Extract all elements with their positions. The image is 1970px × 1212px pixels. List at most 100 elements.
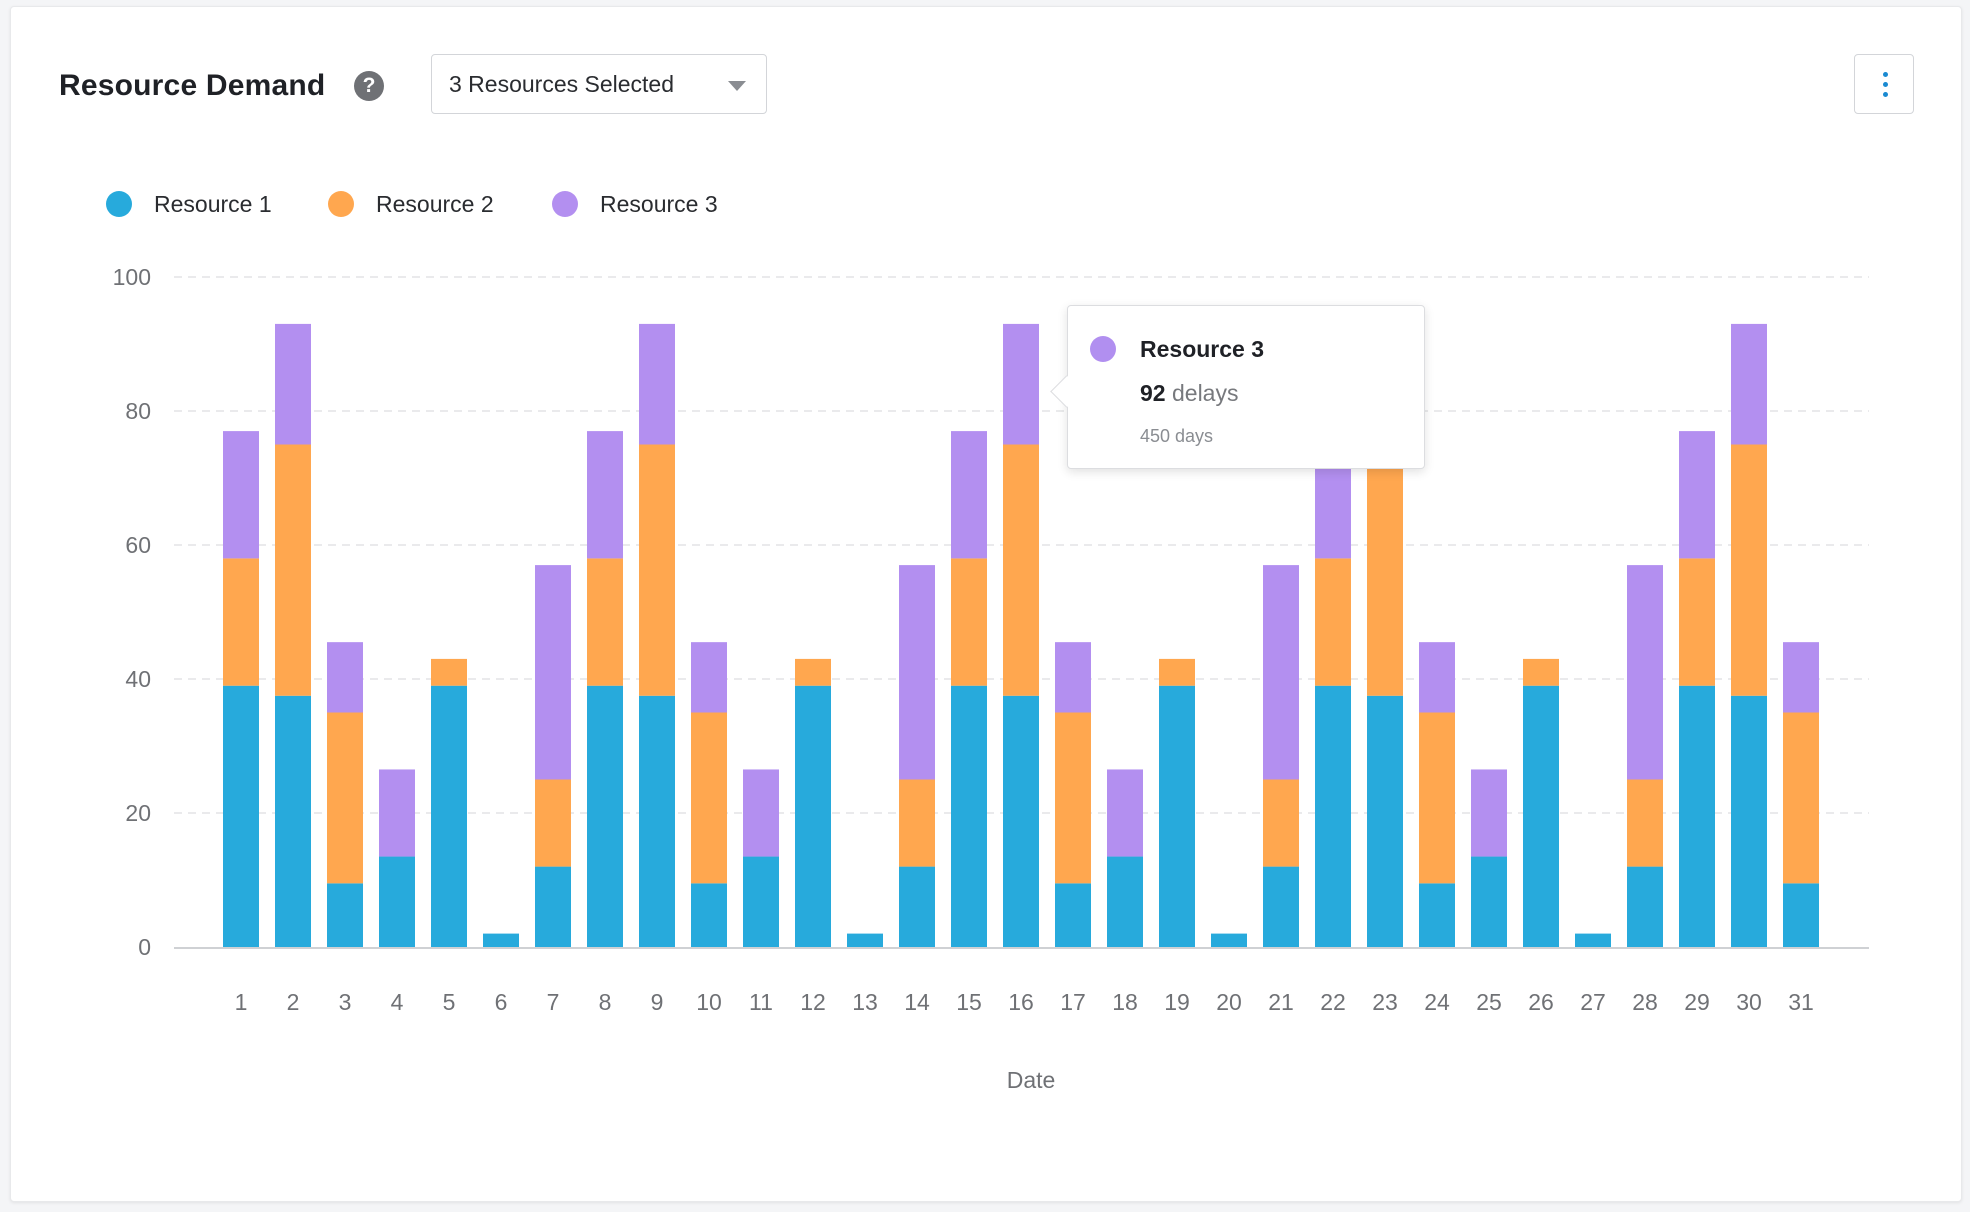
bar-segment bbox=[1731, 323, 1767, 445]
bar-segment bbox=[1419, 712, 1455, 884]
question-circle-icon[interactable]: ? bbox=[354, 71, 384, 101]
legend-swatch bbox=[106, 191, 132, 217]
x-tick-label: 29 bbox=[1684, 989, 1710, 1015]
bar-segment bbox=[639, 444, 675, 696]
bar-segment bbox=[951, 558, 987, 686]
bar-segment bbox=[795, 658, 831, 686]
x-tick-label: 25 bbox=[1476, 989, 1502, 1015]
y-tick-label: 40 bbox=[125, 666, 151, 692]
bar-segment bbox=[379, 769, 415, 857]
x-tick-label: 26 bbox=[1528, 989, 1554, 1015]
bar-segment bbox=[639, 323, 675, 445]
x-tick-label: 14 bbox=[904, 989, 930, 1015]
y-tick-label: 20 bbox=[125, 800, 151, 826]
y-tick-label: 0 bbox=[138, 934, 151, 960]
x-tick-label: 28 bbox=[1632, 989, 1658, 1015]
bar-segment bbox=[1159, 685, 1195, 947]
x-tick-label: 4 bbox=[391, 989, 404, 1015]
x-tick-label: 24 bbox=[1424, 989, 1450, 1015]
bar-segment bbox=[899, 565, 935, 780]
x-tick-label: 7 bbox=[547, 989, 560, 1015]
bar-segment bbox=[1107, 856, 1143, 947]
bar-segment bbox=[691, 642, 727, 713]
bar-segment bbox=[1627, 866, 1663, 947]
bar-segment bbox=[743, 769, 779, 857]
bar-segment bbox=[1263, 779, 1299, 867]
bar-segment bbox=[223, 685, 259, 947]
bar-segment bbox=[1679, 558, 1715, 686]
bar-segment bbox=[899, 779, 935, 867]
x-tick-label: 9 bbox=[651, 989, 664, 1015]
bar-segment bbox=[483, 933, 519, 947]
bar-segment bbox=[1315, 558, 1351, 686]
x-tick-label: 3 bbox=[339, 989, 352, 1015]
x-tick-label: 13 bbox=[852, 989, 878, 1015]
bar-segment bbox=[535, 565, 571, 780]
y-tick-label: 60 bbox=[125, 532, 151, 558]
legend-swatch bbox=[328, 191, 354, 217]
bar-segment bbox=[1055, 883, 1091, 947]
bar-segment bbox=[1471, 769, 1507, 857]
bar-segment bbox=[1367, 444, 1403, 696]
bar-segment bbox=[431, 658, 467, 686]
tooltip-value-number: 92 bbox=[1140, 380, 1166, 406]
x-tick-label: 17 bbox=[1060, 989, 1086, 1015]
bar-segment bbox=[951, 431, 987, 559]
bar-segment bbox=[899, 866, 935, 947]
chart-tooltip: Resource 3 92 delays 450 days bbox=[1050, 305, 1425, 469]
bar-segment bbox=[847, 933, 883, 947]
bar-segment bbox=[1731, 444, 1767, 696]
resource-select-dropdown[interactable]: 3 Resources Selected bbox=[431, 54, 767, 114]
more-options-button[interactable] bbox=[1854, 54, 1914, 114]
bar-segment bbox=[691, 712, 727, 884]
bar-segment bbox=[431, 685, 467, 947]
x-tick-label: 27 bbox=[1580, 989, 1606, 1015]
bar-segment bbox=[1107, 769, 1143, 857]
bar-segment bbox=[1575, 933, 1611, 947]
kebab-menu-icon bbox=[1883, 72, 1888, 77]
bar-segment bbox=[1783, 712, 1819, 884]
legend-label: Resource 3 bbox=[600, 191, 718, 217]
x-tick-label: 20 bbox=[1216, 989, 1242, 1015]
bar-segment bbox=[1159, 658, 1195, 686]
x-tick-label: 19 bbox=[1164, 989, 1190, 1015]
x-tick-label: 11 bbox=[749, 989, 773, 1015]
bar-segment bbox=[535, 779, 571, 867]
bar-segment bbox=[1055, 712, 1091, 884]
bar-segment bbox=[1783, 883, 1819, 947]
legend-label: Resource 2 bbox=[376, 191, 494, 217]
bar-segment bbox=[1003, 444, 1039, 696]
x-tick-label: 23 bbox=[1372, 989, 1398, 1015]
x-tick-label: 10 bbox=[696, 989, 722, 1015]
bar-segment bbox=[1315, 685, 1351, 947]
bar-segment bbox=[587, 685, 623, 947]
bar-segment bbox=[223, 558, 259, 686]
bar-segment bbox=[275, 444, 311, 696]
bar-segment bbox=[1263, 866, 1299, 947]
bar-segment bbox=[1419, 883, 1455, 947]
tooltip-series-name: Resource 3 bbox=[1140, 336, 1265, 362]
bar-segment bbox=[1627, 565, 1663, 780]
bar-segment bbox=[743, 856, 779, 947]
x-tick-label: 22 bbox=[1320, 989, 1346, 1015]
x-tick-label: 15 bbox=[956, 989, 982, 1015]
bar-segment bbox=[1263, 565, 1299, 780]
bar-segment bbox=[1523, 685, 1559, 947]
bar-segment bbox=[1055, 642, 1091, 713]
x-tick-label: 2 bbox=[287, 989, 300, 1015]
bar-segment bbox=[1003, 695, 1039, 947]
card-title: Resource Demand bbox=[59, 69, 326, 102]
x-tick-label: 1 bbox=[235, 989, 248, 1015]
y-tick-label: 80 bbox=[125, 398, 151, 424]
x-tick-label: 12 bbox=[800, 989, 826, 1015]
bar-segment bbox=[1367, 695, 1403, 947]
bar-segment bbox=[1679, 685, 1715, 947]
kebab-dot bbox=[1883, 82, 1888, 87]
bar-segment bbox=[587, 431, 623, 559]
x-axis-label: Date bbox=[1007, 1067, 1056, 1093]
x-tick-label: 21 bbox=[1268, 989, 1294, 1015]
x-tick-label: 18 bbox=[1112, 989, 1138, 1015]
bar-segment bbox=[691, 883, 727, 947]
bar-segment bbox=[1679, 431, 1715, 559]
